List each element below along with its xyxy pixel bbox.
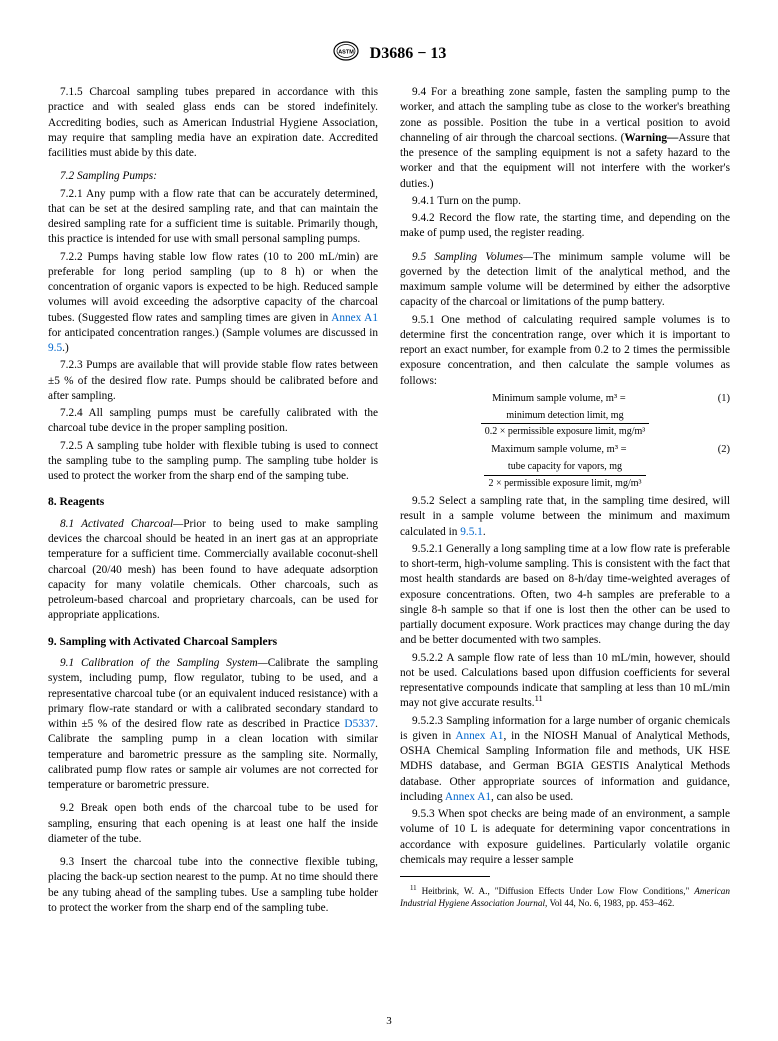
equation-1-lhs-row: Minimum sample volume, m³ = (1) xyxy=(400,392,730,406)
fraction-1: minimum detection limit, mg 0.2 × permis… xyxy=(481,409,650,439)
para-7-2-1: 7.2.1 Any pump with a flow rate that can… xyxy=(48,187,378,248)
para-9-3: 9.3 Insert the charcoal tube into the co… xyxy=(48,855,378,916)
eq1-denominator: 0.2 × permissible exposure limit, mg/m³ xyxy=(481,424,650,439)
equation-1-fraction: minimum detection limit, mg 0.2 × permis… xyxy=(400,409,730,439)
para-9-1: 9.1 Calibration of the Sampling System—C… xyxy=(48,656,378,793)
page: ASTM D3686 − 13 7.1.5 Charcoal sampling … xyxy=(0,0,778,1041)
para-9-5-2: 9.5.2 Select a sampling rate that, in th… xyxy=(400,494,730,540)
equation-1-block: Minimum sample volume, m³ = (1) minimum … xyxy=(400,392,730,490)
footnote-rule xyxy=(400,876,490,877)
heading-7-2: 7.2 Sampling Pumps: xyxy=(48,169,378,184)
ref-d5337-link[interactable]: D5337 xyxy=(344,718,375,730)
heading-7-2-text: 7.2 Sampling Pumps: xyxy=(60,170,157,182)
para-9-5: 9.5 Sampling Volumes—The minimum sample … xyxy=(400,250,730,311)
svg-text:ASTM: ASTM xyxy=(338,50,354,56)
eq1-numerator: minimum detection limit, mg xyxy=(481,409,650,425)
para-9-5-label: 9.5 Sampling Volumes— xyxy=(412,251,533,263)
footnote-ref-11[interactable]: 11 xyxy=(535,694,543,704)
para-9-5-3: 9.5.3 When spot checks are being made of… xyxy=(400,807,730,868)
para-9-5-2-3-c: , can also be used. xyxy=(491,791,573,803)
equation-2-lhs-row: Maximum sample volume, m³ = (2) xyxy=(400,443,730,457)
footnote-11-number: 11 xyxy=(410,885,417,892)
para-7-2-2-a: 7.2.2 Pumps having stable low flow rates… xyxy=(48,251,378,324)
para-7-2-2: 7.2.2 Pumps having stable low flow rates… xyxy=(48,250,378,357)
annex-a1-link-3[interactable]: Annex A1 xyxy=(445,791,491,803)
para-9-5-2-a: 9.5.2 Select a sampling rate that, in th… xyxy=(400,495,730,538)
para-9-5-2-2: 9.5.2.2 A sample flow rate of less than … xyxy=(400,651,730,712)
para-9-4: 9.4 For a breathing zone sample, fasten … xyxy=(400,85,730,192)
eq2-numerator: tube capacity for vapors, mg xyxy=(484,460,645,476)
footnote-11: 11 Heitbrink, W. A., "Diffusion Effects … xyxy=(400,886,730,909)
page-header: ASTM D3686 − 13 xyxy=(48,40,730,67)
annex-a1-link[interactable]: Annex A1 xyxy=(331,312,378,324)
para-7-1-5: 7.1.5 Charcoal sampling tubes prepared i… xyxy=(48,85,378,161)
heading-9: 9. Sampling with Activated Charcoal Samp… xyxy=(48,635,378,651)
ref-9-5-link[interactable]: 9.5 xyxy=(48,342,62,354)
body-columns: 7.1.5 Charcoal sampling tubes prepared i… xyxy=(48,85,730,918)
para-8-1: 8.1 Activated Charcoal—Prior to being us… xyxy=(48,517,378,624)
equation-1-lhs: Minimum sample volume, m³ = xyxy=(492,393,626,404)
para-7-2-2-c: .) xyxy=(62,342,69,354)
para-7-2-4: 7.2.4 All sampling pumps must be careful… xyxy=(48,406,378,437)
para-9-2: 9.2 Break open both ends of the charcoal… xyxy=(48,801,378,847)
fraction-2: tube capacity for vapors, mg 2 × permiss… xyxy=(484,460,645,490)
warning-label: Warning— xyxy=(624,132,678,144)
standard-designation: D3686 − 13 xyxy=(370,45,447,63)
equation-2-label: (2) xyxy=(718,443,730,457)
para-7-2-5: 7.2.5 A sampling tube holder with flexib… xyxy=(48,439,378,485)
eq2-denominator: 2 × permissible exposure limit, mg/m³ xyxy=(484,476,645,491)
ref-9-5-1-link[interactable]: 9.5.1 xyxy=(460,526,483,538)
para-9-5-1: 9.5.1 One method of calculating required… xyxy=(400,313,730,389)
para-9-5-2-b: . xyxy=(483,526,486,538)
para-9-5-2-3: 9.5.2.3 Sampling information for a large… xyxy=(400,714,730,806)
heading-8: 8. Reagents xyxy=(48,495,378,511)
para-9-5-2-2-body: 9.5.2.2 A sample flow rate of less than … xyxy=(400,652,730,710)
para-8-1-body: Prior to being used to make sampling dev… xyxy=(48,518,378,622)
footnote-block: 11 Heitbrink, W. A., "Diffusion Effects … xyxy=(400,876,730,909)
para-7-2-3: 7.2.3 Pumps are available that will prov… xyxy=(48,358,378,404)
para-9-4-2: 9.4.2 Record the flow rate, the starting… xyxy=(400,211,730,242)
para-8-1-label: 8.1 Activated Charcoal— xyxy=(60,518,183,530)
page-number: 3 xyxy=(0,1015,778,1027)
equation-1-label: (1) xyxy=(718,392,730,406)
annex-a1-link-2[interactable]: Annex A1 xyxy=(455,730,503,742)
para-9-5-2-1: 9.5.2.1 Generally a long sampling time a… xyxy=(400,542,730,649)
equation-2-lhs: Maximum sample volume, m³ = xyxy=(491,444,626,455)
equation-2-fraction: tube capacity for vapors, mg 2 × permiss… xyxy=(400,460,730,490)
astm-logo-icon: ASTM xyxy=(332,40,360,67)
para-7-2-2-b: for anticipated concentration ranges.) (… xyxy=(48,327,378,339)
para-9-4-1: 9.4.1 Turn on the pump. xyxy=(400,194,730,209)
para-9-1-label: 9.1 Calibration of the Sampling System— xyxy=(60,657,268,669)
